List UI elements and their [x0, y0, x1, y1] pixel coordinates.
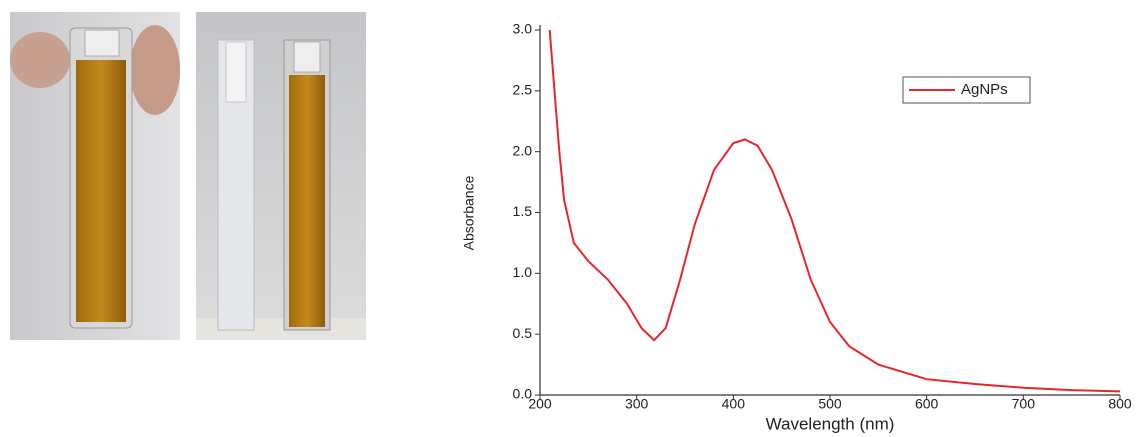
- y-axis-label: Absorbance: [461, 175, 477, 250]
- y-tick-label: 2.0: [513, 142, 533, 158]
- photo-cuvette-hand: [10, 12, 180, 340]
- y-tick-label: 0.0: [513, 386, 533, 402]
- x-tick-label: 200: [528, 396, 552, 412]
- x-tick-label: 500: [818, 396, 842, 412]
- legend-label: AgNPs: [961, 81, 1008, 98]
- y-tick-label: 3.0: [513, 21, 533, 37]
- x-tick-label: 400: [722, 396, 746, 412]
- y-tick-label: 0.5: [513, 325, 533, 341]
- x-tick-label: 800: [1108, 396, 1132, 412]
- x-tick-label: 700: [1012, 396, 1036, 412]
- y-tick-label: 1.0: [513, 264, 533, 280]
- y-tick-label: 2.5: [513, 82, 533, 98]
- x-tick-label: 600: [915, 396, 939, 412]
- chart: Absorbance Wavelength (nm): [461, 175, 895, 433]
- data-line: [548, 29, 1121, 393]
- x-axis-label: Wavelength (nm): [766, 414, 895, 433]
- x-tick-label: 300: [625, 396, 649, 412]
- y-tick-label: 1.5: [513, 203, 533, 219]
- photo-cuvettes: [196, 12, 366, 340]
